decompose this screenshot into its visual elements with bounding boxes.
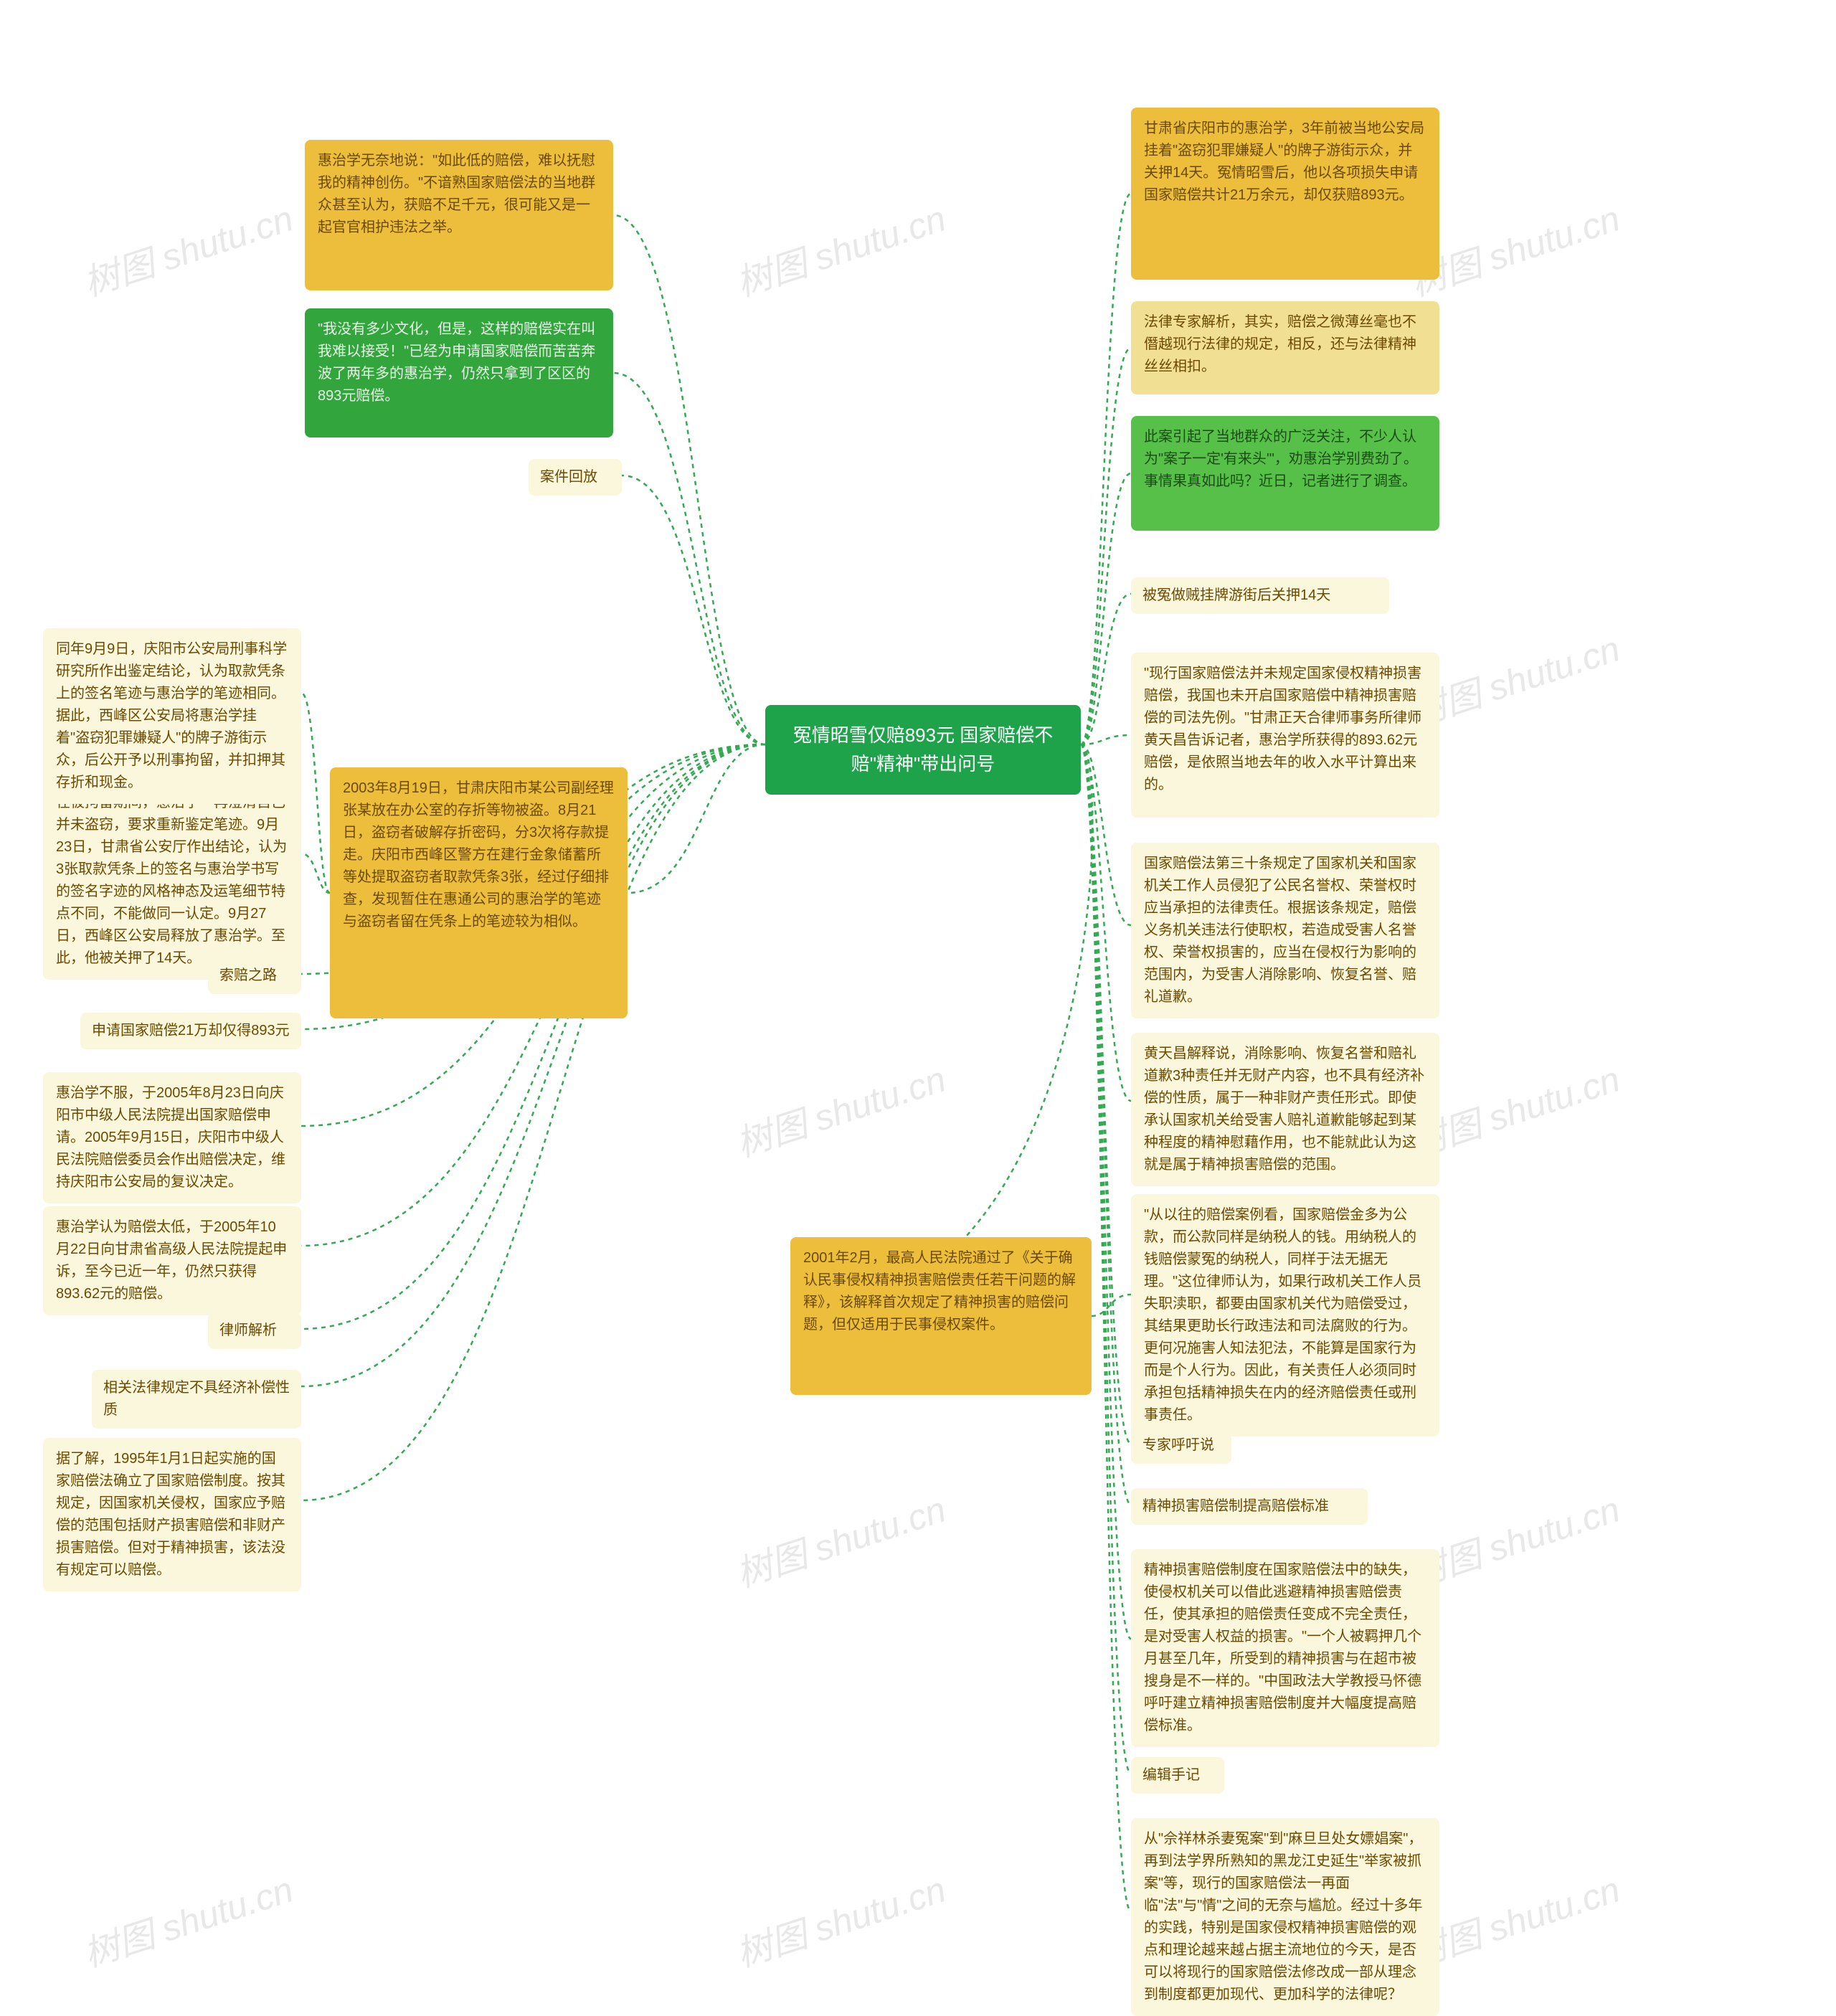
- edge: [1081, 744, 1131, 925]
- node-r7[interactable]: 黄天昌解释说，消除影响、恢复名誉和赔礼道歉3种责任并无财产内容，也不具有经济补偿…: [1131, 1033, 1439, 1186]
- node-r8[interactable]: 2001年2月，最高人民法院通过了《关于确认民事侵权精神损害赔偿责任若干问题的解…: [790, 1237, 1092, 1395]
- node-l13[interactable]: 据了解，1995年1月1日起实施的国家赔偿法确立了国家赔偿制度。按其规定，因国家…: [43, 1438, 301, 1591]
- edge: [622, 475, 765, 744]
- node-r3[interactable]: 此案引起了当地群众的广泛关注，不少人认为"案子一定'有来头'"，劝惠治学别费劲了…: [1131, 416, 1439, 531]
- node-r9[interactable]: "从以往的赔偿案例看，国家赔偿金多为公款，而公款同样是纳税人的钱。用纳税人的钱赔…: [1131, 1194, 1439, 1437]
- node-r11[interactable]: 精神损害赔偿制提高赔偿标准: [1131, 1488, 1368, 1525]
- node-r10[interactable]: 专家呼吁说: [1131, 1427, 1231, 1464]
- edge: [1081, 744, 1131, 1101]
- node-l4[interactable]: 在被拘留期间，惠治学一再澄清自己并未盗窃，要求重新鉴定笔迹。9月23日，甘肃省公…: [43, 782, 301, 980]
- edge: [301, 853, 330, 893]
- node-r5[interactable]: "现行国家赔偿法并未规定国家侵权精神损害赔偿，我国也未开启国家赔偿中精神损害赔偿…: [1131, 653, 1439, 818]
- edge: [628, 744, 765, 893]
- watermark: 树图 shutu.cn: [729, 1861, 951, 1977]
- node-l5[interactable]: 同年9月9日，庆阳市公安局刑事科学研究所作出鉴定结论，认为取款凭条上的签名笔迹与…: [43, 628, 301, 804]
- edge: [613, 373, 765, 744]
- root-node[interactable]: 冤情昭雪仅赔893元 国家赔偿不赔"精神"带出问号: [765, 705, 1081, 795]
- node-l1[interactable]: 惠治学无奈地说："如此低的赔偿，难以抚慰我的精神创伤。"不谙熟国家赔偿法的当地群…: [305, 140, 613, 290]
- node-l9[interactable]: 惠治学不服，于2005年8月23日向庆阳市中级人民法院提出国家赔偿申请。2005…: [43, 1072, 301, 1203]
- node-r14[interactable]: 从"佘祥林杀妻冤案"到"麻旦旦处女嫖娼案"，再到法学界所熟知的黑龙江史延生"举家…: [1131, 1818, 1439, 2016]
- mindmap-canvas: 树图 shutu.cn 树图 shutu.cn 树图 shutu.cn 树图 shut…: [0, 0, 1836, 1937]
- watermark: 树图 shutu.cn: [729, 1051, 951, 1167]
- node-l10[interactable]: 惠治学认为赔偿太低，于2005年10月22日向甘肃省高级人民法院提起申诉，至今已…: [43, 1206, 301, 1315]
- node-r12[interactable]: 精神损害赔偿制度在国家赔偿法中的缺失，使侵权机关可以借此逃避精神损害赔偿责任，使…: [1131, 1549, 1439, 1747]
- edge: [1081, 473, 1131, 744]
- edge: [1081, 348, 1131, 744]
- node-r13[interactable]: 编辑手记: [1131, 1757, 1224, 1794]
- node-l12[interactable]: 相关法律规定不具经济补偿性质: [92, 1370, 301, 1429]
- edge: [1081, 594, 1131, 744]
- watermark: 树图 shutu.cn: [76, 1861, 298, 1977]
- node-r4[interactable]: 被冤做贼挂牌游街后关押14天: [1131, 577, 1389, 614]
- edge: [1081, 744, 1131, 1639]
- node-r6[interactable]: 国家赔偿法第三十条规定了国家机关和国家机关工作人员侵犯了公民名誉权、荣誉权时应当…: [1131, 843, 1439, 1018]
- node-l8[interactable]: 申请国家赔偿21万却仅得893元: [80, 1013, 301, 1049]
- edge: [1092, 1295, 1131, 1316]
- node-l7[interactable]: 索赔之路: [208, 957, 301, 994]
- node-l11[interactable]: 律师解析: [208, 1312, 301, 1349]
- node-r1[interactable]: 甘肃省庆阳市的惠治学，3年前被当地公安局挂着"盗窃犯罪嫌疑人"的牌子游街示众，并…: [1131, 108, 1439, 280]
- watermark: 树图 shutu.cn: [729, 190, 951, 306]
- node-l6[interactable]: 2003年8月19日，甘肃庆阳市某公司副经理张某放在办公室的存折等物被盗。8月2…: [330, 767, 628, 1018]
- node-l3[interactable]: 案件回放: [529, 459, 622, 496]
- watermark: 树图 shutu.cn: [729, 1481, 951, 1597]
- node-l2[interactable]: "我没有多少文化，但是，这样的赔偿实在叫我难以接受！"已经为申请国家赔偿而苦苦奔…: [305, 308, 613, 437]
- node-r2[interactable]: 法律专家解析，其实，赔偿之微薄丝毫也不僭越现行法律的规定，相反，还与法律精神丝丝…: [1131, 301, 1439, 394]
- edge: [1081, 735, 1131, 744]
- watermark: 树图 shutu.cn: [76, 190, 298, 306]
- edge: [613, 215, 765, 744]
- edge: [301, 693, 330, 893]
- edge: [1081, 194, 1131, 744]
- edge: [790, 744, 1092, 1316]
